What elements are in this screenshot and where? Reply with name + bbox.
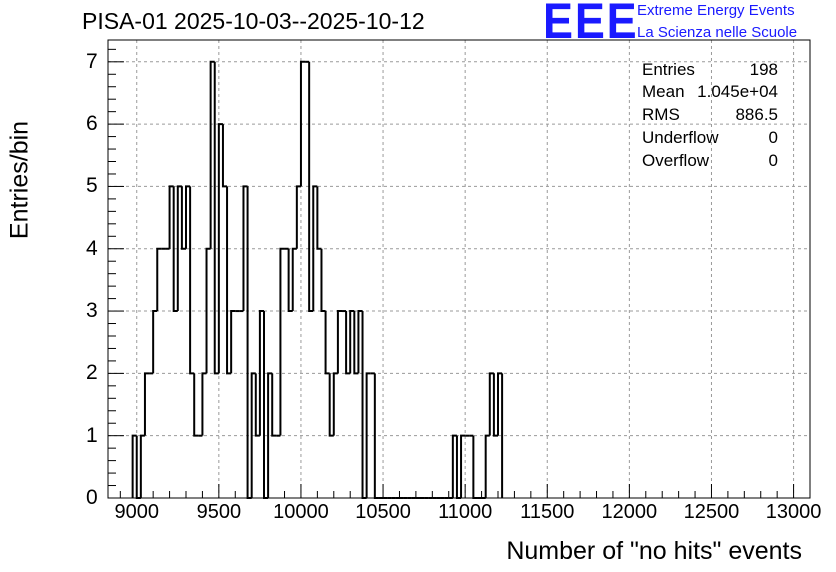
histogram-bin bbox=[316, 186, 322, 250]
histogram-bin bbox=[299, 60, 306, 187]
x-tick-label: 10500 bbox=[355, 501, 411, 523]
histogram-bin bbox=[357, 310, 363, 374]
stat-mean-label: Mean bbox=[642, 82, 685, 101]
x-tick-label: 13000 bbox=[765, 501, 822, 523]
histogram-bin bbox=[336, 310, 342, 374]
logo-line-2: La Scienza nelle Scuole bbox=[637, 24, 798, 41]
histogram-bin bbox=[267, 372, 273, 498]
stat-overflow-value: 0 bbox=[768, 151, 778, 170]
stat-entries-value: 198 bbox=[749, 60, 778, 79]
histogram-bin bbox=[209, 60, 215, 249]
stat-underflow-label: Underflow bbox=[642, 128, 719, 147]
histogram-bin bbox=[152, 310, 158, 374]
histogram-bin bbox=[488, 372, 494, 436]
plot-frame bbox=[107, 39, 811, 499]
histogram-bin bbox=[139, 434, 145, 498]
histogram-bin bbox=[345, 311, 351, 375]
x-tick-label: 11000 bbox=[438, 501, 493, 523]
histogram-bin bbox=[291, 247, 297, 312]
histogram-bin bbox=[287, 248, 293, 313]
histogram-bins bbox=[131, 60, 504, 499]
histogram-bin bbox=[472, 435, 478, 499]
y-tick-label: 0 bbox=[86, 486, 98, 509]
histogram-bin bbox=[353, 311, 359, 375]
histogram-bin bbox=[497, 372, 503, 436]
histogram-bin bbox=[180, 186, 186, 250]
chart-title: PISA-01 2025-10-03--2025-10-12 bbox=[82, 8, 425, 34]
histogram-bin bbox=[201, 372, 207, 436]
x-tick-label: 10000 bbox=[273, 501, 329, 523]
histogram-bin bbox=[172, 186, 178, 313]
y-tick-label: 4 bbox=[86, 236, 98, 260]
histogram-bin bbox=[349, 310, 355, 374]
x-tick-label: 9000 bbox=[114, 501, 159, 523]
histogram-bin bbox=[217, 123, 223, 374]
histogram-bin bbox=[143, 372, 150, 436]
histogram-bin bbox=[205, 247, 211, 374]
x-tick-label: 9500 bbox=[196, 501, 242, 523]
histogram-bin bbox=[295, 185, 301, 249]
stat-rms-label: RMS bbox=[642, 105, 680, 124]
histogram-bin bbox=[365, 372, 371, 498]
histogram-bin bbox=[168, 185, 174, 249]
y-tick-label: 2 bbox=[86, 361, 98, 385]
histogram-bin bbox=[250, 372, 256, 498]
histogram-bin bbox=[324, 311, 330, 375]
histogram-bin bbox=[271, 373, 277, 437]
stat-entries-label: Entries bbox=[642, 60, 695, 79]
grid-lines bbox=[108, 40, 810, 499]
histogram-bin bbox=[320, 248, 326, 313]
y-tick-label: 3 bbox=[86, 299, 98, 323]
histogram-bin bbox=[451, 434, 457, 498]
stat-rms-value: 886.5 bbox=[735, 105, 778, 124]
histogram-bin bbox=[131, 434, 137, 498]
histogram-bin bbox=[221, 124, 228, 188]
histogram-bin bbox=[176, 185, 182, 312]
histogram-bin bbox=[308, 61, 314, 313]
histogram-bin bbox=[213, 61, 219, 375]
logo-line-1: Extreme Energy Events bbox=[637, 2, 795, 19]
histogram-bin bbox=[242, 185, 248, 312]
histogram-bin bbox=[254, 373, 260, 437]
histogram-bin bbox=[226, 186, 232, 375]
histogram-bin bbox=[460, 434, 466, 498]
stat-mean-value: 1.045e+04 bbox=[697, 82, 778, 101]
y-axis-label: Entries/bin bbox=[5, 120, 34, 240]
y-tick-label: 7 bbox=[86, 49, 98, 73]
stat-overflow-label: Overflow bbox=[642, 151, 710, 170]
stat-underflow-value: 0 bbox=[768, 128, 778, 147]
x-tick-label: 12500 bbox=[683, 501, 740, 523]
histogram-bin bbox=[492, 373, 498, 437]
histogram-bin bbox=[484, 434, 490, 498]
histogram-bin bbox=[312, 185, 318, 312]
y-tick-label: 6 bbox=[86, 112, 98, 136]
x-tick-label: 11500 bbox=[520, 501, 575, 523]
histogram-bin bbox=[193, 373, 199, 437]
x-axis-label: Number of "no hits" events bbox=[506, 537, 802, 565]
y-tick-label: 1 bbox=[86, 423, 98, 447]
x-tick-label: 12000 bbox=[601, 501, 658, 523]
histogram-bin bbox=[279, 247, 285, 436]
histogram-bin bbox=[185, 185, 191, 249]
histogram-bin bbox=[328, 373, 334, 437]
eee-logo: EEE bbox=[543, 0, 639, 49]
histogram-bin bbox=[230, 310, 236, 374]
histogram-bin bbox=[189, 186, 195, 375]
y-tick-label: 5 bbox=[86, 174, 98, 198]
histogram-bin bbox=[156, 247, 162, 312]
histogram-bin bbox=[258, 310, 264, 436]
histogram-bin bbox=[332, 372, 338, 436]
